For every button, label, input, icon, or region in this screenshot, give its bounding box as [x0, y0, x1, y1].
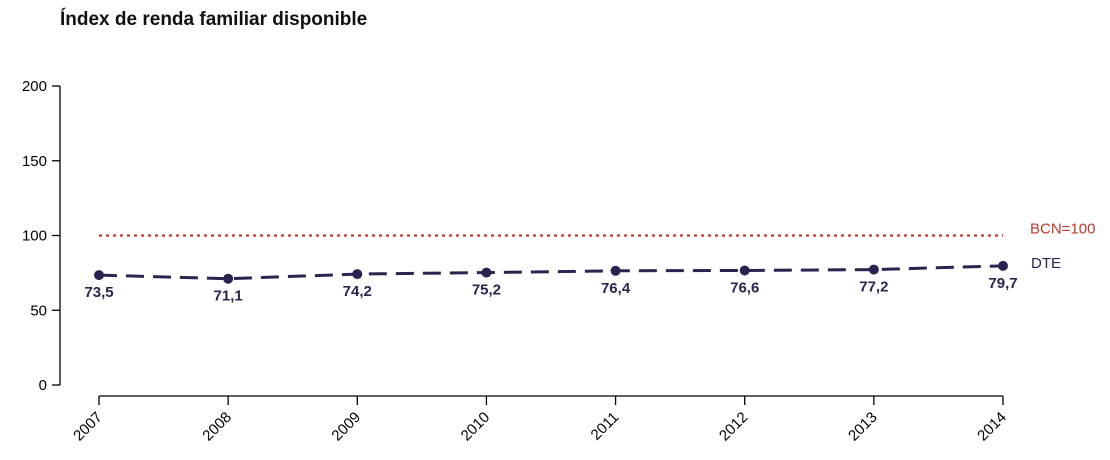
series-line-dte: [98, 264, 1004, 281]
chart-title: Índex de renda familiar disponible: [60, 9, 368, 30]
y-tick-label: 100: [22, 228, 47, 245]
series-label-bcn-100: BCN=100: [1030, 221, 1095, 238]
x-tick-label: 2010: [458, 409, 494, 445]
x-tick-label: 2007: [70, 409, 106, 445]
x-tick-label: 2011: [588, 409, 623, 444]
data-point: [352, 269, 363, 280]
x-tick-label: 2008: [199, 409, 235, 445]
x-tick-label: 2013: [845, 409, 881, 445]
y-tick-label: 200: [22, 78, 47, 95]
data-label: 76,6: [730, 279, 759, 296]
data-label: 77,2: [859, 279, 888, 296]
y-tick-label: 0: [39, 377, 47, 394]
data-point: [998, 260, 1008, 271]
data-point: [223, 273, 234, 284]
y-tick-label: 50: [30, 302, 47, 319]
data-point: [868, 264, 879, 275]
data-label: 76,4: [601, 280, 631, 297]
x-tick-label: 2009: [328, 409, 364, 445]
data-label: 73,5: [84, 284, 113, 301]
series-label-dte: DTE: [1031, 255, 1061, 272]
x-tick-label: 2012: [716, 409, 752, 445]
data-point: [610, 265, 621, 276]
data-point: [739, 265, 750, 276]
x-tick-label: 2014: [974, 409, 1010, 445]
data-label: 71,1: [214, 288, 243, 305]
data-point: [481, 267, 492, 278]
data-label: 74,2: [343, 283, 372, 300]
data-label: 75,2: [472, 282, 501, 299]
data-label: 79,7: [988, 275, 1017, 292]
y-tick-label: 150: [22, 153, 47, 170]
data-point: [94, 270, 104, 281]
